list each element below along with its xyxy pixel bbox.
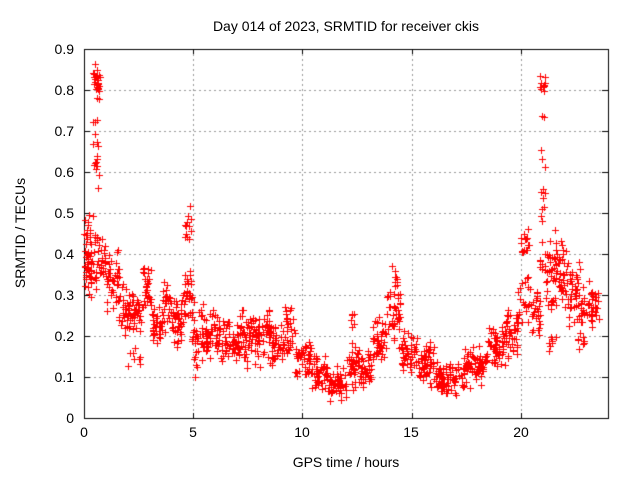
y-axis-label: SRMTID / TECUs [12,177,28,289]
y-tick-label: 0.1 [54,369,74,385]
x-tick-label: 5 [189,424,197,440]
y-tick-label: 0.4 [54,246,74,262]
x-tick-label: 0 [80,424,88,440]
y-tick-label: 0.8 [54,82,74,98]
y-tick-label: 0.6 [54,164,74,180]
x-tick-label: 10 [294,424,310,440]
y-tick-label: 0.5 [54,205,74,221]
y-tick-label: 0.7 [54,123,74,139]
y-tick-label: 0 [66,410,74,426]
y-tick-label: 0.9 [54,41,74,57]
x-axis-label: GPS time / hours [292,454,400,470]
y-tick-label: 0.2 [54,328,74,344]
x-tick-label: 15 [403,424,419,440]
x-tick-label: 20 [513,424,529,440]
y-tick-label: 0.3 [54,287,74,303]
chart-title: Day 014 of 2023, SRMTID for receiver cki… [212,18,480,34]
